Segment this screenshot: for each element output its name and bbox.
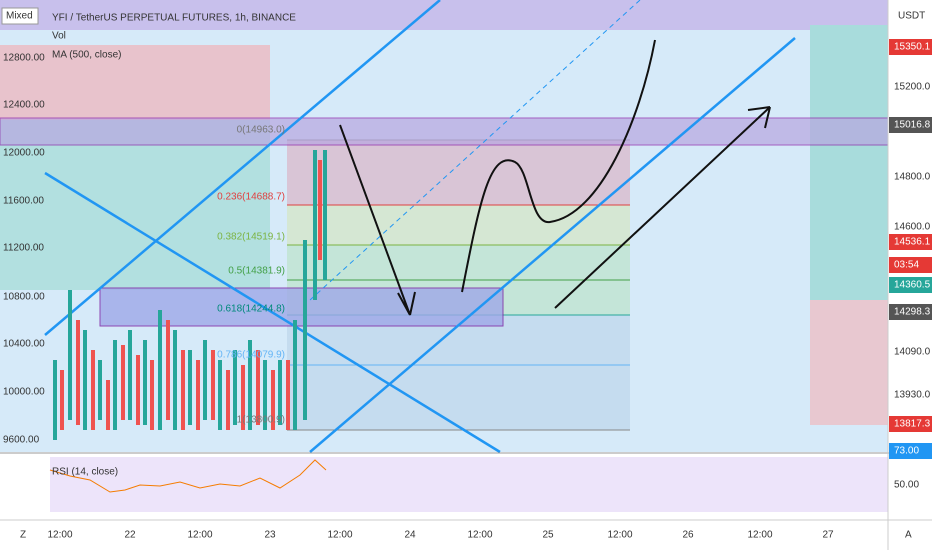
rsi-band [50,457,888,512]
time-axis-label: 27 [822,530,834,541]
fib-label: 0.786(14079.9) [217,350,285,361]
right-axis-label: 14600.0 [894,222,931,233]
right-axis-label: 03:54 [894,260,919,271]
drawn-arrows [339,39,771,316]
supply-zone [0,117,889,146]
left-axis-label: 12800.00 [3,53,45,64]
scale-mode-button[interactable] [1,7,39,25]
rsi-axis-label: 50.00 [894,480,919,491]
time-axis-label: 24 [404,530,416,541]
right-axis-label: 14298.3 [894,307,931,318]
price-tag [889,277,932,293]
time-axis-label: 12:00 [327,530,352,541]
price-tag [889,443,932,459]
left-axis-label: 9600.00 [3,435,40,446]
rsi-line [49,459,327,493]
time-axis-label: 23 [264,530,276,541]
left-axis-label: 10000.00 [3,387,45,398]
left-axis-label: 10400.00 [3,339,45,350]
time-axis-label: 22 [124,530,136,541]
volume-label: Vol [52,31,66,42]
scale-mode[interactable]: Mixed [6,11,33,22]
time-axis-label: 12:00 [607,530,632,541]
right-axis-label: 15200.0 [894,82,931,93]
channel-lines [44,0,796,454]
fib-label: 0.5(14381.9) [228,266,285,277]
right-axis-label: 15350.1 [894,42,931,53]
price-tag [889,304,932,320]
price-tag [889,39,932,55]
time-axis-label: 12:00 [747,530,772,541]
time-axis-label: 12:00 [467,530,492,541]
left-axis-label: 12000.00 [3,148,45,159]
profit-zone [0,120,270,290]
price-tag [889,257,932,273]
symbol-title: YFI / TetherUS PERPETUAL FUTURES, 1h, BI… [52,13,296,24]
candles [53,150,327,440]
resistance-band [0,0,888,30]
time-axis-label: 12:00 [47,530,72,541]
fib-zone [287,205,630,245]
position-loss [810,300,888,425]
right-axis-label: 14360.5 [894,280,931,291]
loss-zone [0,45,270,120]
fib-label: 0.382(14519.1) [217,232,285,243]
price-tag [889,416,932,432]
channel-mid [309,0,641,301]
position-profit [810,25,888,300]
time-axis-label: 26 [682,530,694,541]
time-axis-label: 12:00 [187,530,212,541]
right-axis-label: 14536.1 [894,237,931,248]
price-tag [889,117,932,133]
price-tag [889,234,932,250]
right-axis-label: 15016.8 [894,120,931,131]
footer-left[interactable]: Z [20,530,26,541]
fib-zone [287,315,630,430]
right-axis-label: 14800.0 [894,172,931,183]
fib-label: 0(14963.0) [237,125,285,136]
right-axis-label: 13817.3 [894,419,931,430]
left-axis-label: 10800.00 [3,292,45,303]
rsi-axis-label: 73.00 [894,446,919,457]
footer-right[interactable]: A [905,530,912,541]
fib-label: 1(13800.9) [237,415,285,426]
rsi-label: RSI (14, close) [52,467,118,478]
currency: USDT [898,11,925,22]
ma-label: MA (500, close) [52,50,121,61]
fib-label: 0.236(14688.7) [217,192,285,203]
left-axis-label: 11600.00 [3,196,44,207]
right-axis-label: 13930.0 [894,390,931,401]
demand-zone [99,287,504,327]
fib-label: 0.618(14244.8) [217,304,285,315]
left-axis-label: 12400.00 [3,100,45,111]
left-axis-label: 11200.00 [3,243,44,254]
right-axis-label: 14090.0 [894,347,931,358]
fib-zone [287,140,630,205]
time-axis-label: 25 [542,530,554,541]
